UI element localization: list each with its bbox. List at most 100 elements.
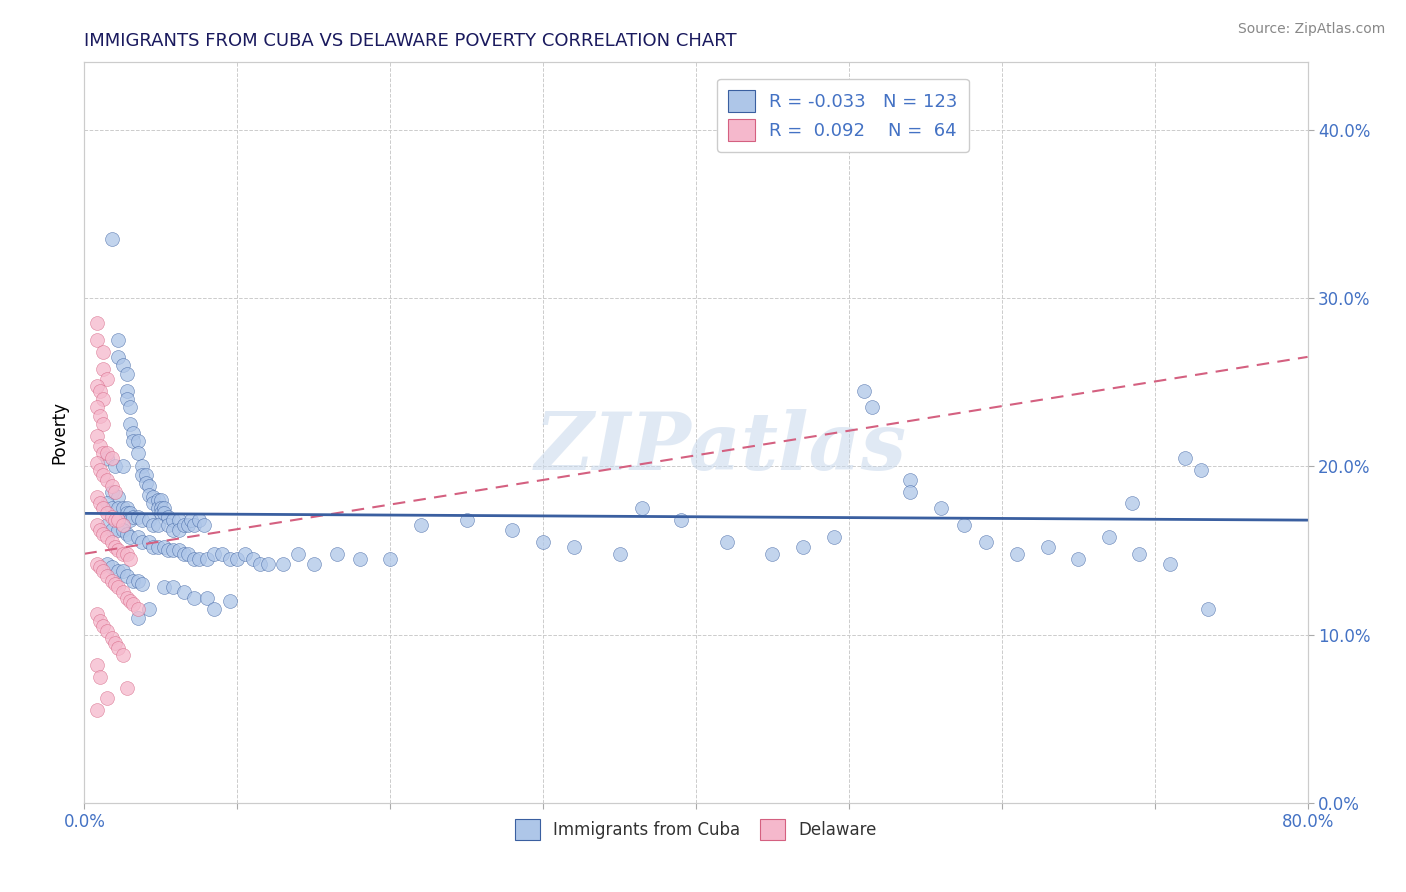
Point <box>111 459 134 474</box>
Point <box>131 513 153 527</box>
Point <box>89 462 111 476</box>
Point <box>101 232 124 246</box>
Point <box>135 476 157 491</box>
Point <box>96 372 118 386</box>
Point <box>302 557 325 571</box>
Point <box>127 530 149 544</box>
Point <box>127 446 149 460</box>
Point <box>631 501 654 516</box>
Point <box>146 540 169 554</box>
Point <box>138 513 160 527</box>
Point <box>89 560 111 574</box>
Point <box>86 703 108 717</box>
Point <box>101 509 124 524</box>
Point <box>138 535 160 549</box>
Point <box>325 547 347 561</box>
Point <box>104 459 127 474</box>
Point <box>173 585 195 599</box>
Point <box>1098 530 1121 544</box>
Point <box>952 518 974 533</box>
Point <box>1128 547 1150 561</box>
Point <box>153 501 176 516</box>
Point <box>107 513 129 527</box>
Point <box>183 518 205 533</box>
Point <box>142 540 165 554</box>
Point <box>1159 557 1181 571</box>
Point <box>111 648 134 662</box>
Point <box>135 467 157 482</box>
Point <box>101 450 124 465</box>
Point <box>860 401 883 415</box>
Point <box>157 509 180 524</box>
Point <box>131 467 153 482</box>
Point <box>111 518 134 533</box>
Point <box>287 547 309 561</box>
Point <box>115 591 138 605</box>
Point <box>1005 547 1028 561</box>
Point <box>101 523 124 537</box>
Point <box>146 518 169 533</box>
Point <box>86 607 108 622</box>
Point <box>173 518 195 533</box>
Point <box>115 526 138 541</box>
Point <box>609 547 631 561</box>
Point <box>107 523 129 537</box>
Point <box>898 473 921 487</box>
Point <box>1189 462 1212 476</box>
Point <box>162 581 184 595</box>
Point <box>167 543 190 558</box>
Point <box>792 540 814 554</box>
Point <box>101 484 124 499</box>
Point <box>120 507 142 521</box>
Point <box>107 490 129 504</box>
Point <box>211 547 233 561</box>
Point <box>89 384 111 398</box>
Point <box>91 392 114 406</box>
Point <box>86 378 108 392</box>
Point <box>96 446 118 460</box>
Point <box>157 543 180 558</box>
Point <box>142 496 165 510</box>
Point <box>183 551 205 566</box>
Point <box>157 518 180 533</box>
Point <box>96 624 118 639</box>
Point <box>89 670 111 684</box>
Point <box>271 557 294 571</box>
Point <box>242 551 264 566</box>
Point <box>107 350 129 364</box>
Point <box>218 594 240 608</box>
Point <box>104 484 127 499</box>
Point <box>111 585 134 599</box>
Point <box>96 450 118 465</box>
Point <box>120 551 142 566</box>
Point <box>91 467 114 482</box>
Point <box>162 513 184 527</box>
Point <box>138 602 160 616</box>
Point <box>101 560 124 574</box>
Point <box>183 591 205 605</box>
Point <box>456 513 478 527</box>
Point <box>86 333 108 347</box>
Point <box>96 530 118 544</box>
Point <box>226 551 249 566</box>
Point <box>149 492 172 507</box>
Point <box>127 610 149 624</box>
Point <box>115 547 138 561</box>
Point <box>153 540 176 554</box>
Point <box>127 574 149 588</box>
Point <box>104 636 127 650</box>
Point <box>89 614 111 628</box>
Point <box>96 518 118 533</box>
Point <box>531 535 554 549</box>
Point <box>86 429 108 443</box>
Point <box>107 543 129 558</box>
Y-axis label: Poverty: Poverty <box>51 401 69 464</box>
Point <box>107 581 129 595</box>
Point <box>111 359 134 373</box>
Point <box>202 547 225 561</box>
Point <box>349 551 371 566</box>
Point <box>1036 540 1059 554</box>
Point <box>101 631 124 645</box>
Point <box>86 316 108 330</box>
Point <box>111 547 134 561</box>
